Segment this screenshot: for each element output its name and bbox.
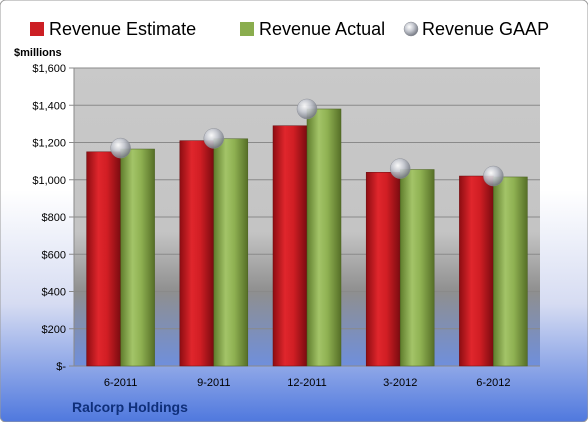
marker-revenue-gaap [110,137,131,159]
bars [86,98,528,367]
bar-revenue-estimate [365,172,401,367]
y-tick-label: $1,400 [32,100,66,112]
y-tick-label: $1,200 [32,138,66,150]
legend-label: Revenue Estimate [49,19,196,39]
bar-revenue-actual [399,169,435,367]
marker-revenue-gaap [296,98,318,120]
y-tick-label: $1,000 [32,175,66,187]
bar-revenue-actual [213,138,249,367]
x-axis-ticks: 6-2011 9-2011 12-2011 3-2012 6-2012 [104,377,511,389]
y-tick-label: $1,600 [32,63,66,75]
bar-revenue-estimate [272,125,308,367]
x-tick-label: 9-2011 [197,377,230,389]
bar-revenue-actual [306,108,342,367]
bar-revenue-estimate [459,175,494,367]
company-name: Ralcorp Holdings [72,399,188,415]
legend-label: Revenue Actual [259,19,385,39]
bar-revenue-estimate [179,140,215,367]
x-tick-label: 3-2012 [383,377,417,389]
y-tick-label: $400 [42,287,66,299]
x-tick-label: 12-2011 [287,377,327,389]
legend-swatch [240,22,254,36]
marker-revenue-gaap [483,165,504,187]
y-axis-unit-label: $millions [14,47,62,59]
x-tick-label: 6-2012 [476,377,510,389]
legend: Revenue Estimate Revenue Actual Revenue GA… [30,19,549,39]
legend-swatch-gaap [403,21,419,37]
legend-label: Revenue GAAP [422,19,549,39]
legend-swatch [30,22,44,36]
bar-revenue-estimate [86,151,121,367]
bar-revenue-actual [493,176,528,367]
y-tick-label: $600 [42,249,66,261]
y-tick-label: $800 [42,212,66,224]
marker-revenue-gaap [203,128,225,149]
y-tick-label: $- [56,361,66,373]
marker-revenue-gaap [389,158,411,179]
y-tick-label: $200 [42,324,66,336]
x-tick-label: 6-2011 [104,377,137,389]
bar-revenue-actual [120,148,155,367]
